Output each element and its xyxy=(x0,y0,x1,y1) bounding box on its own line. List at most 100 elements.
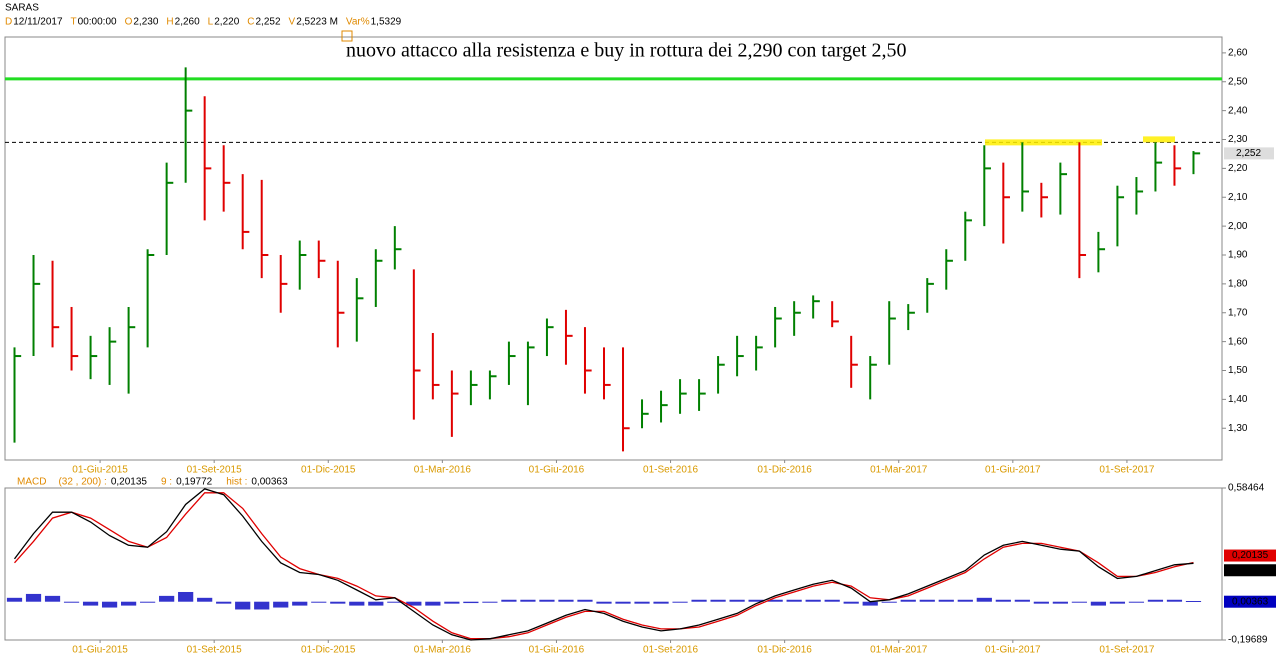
hist-bar xyxy=(482,601,498,603)
x-tick-label: 01-Set-2017 xyxy=(1099,645,1154,656)
hist-bar xyxy=(919,599,935,602)
hist-bar xyxy=(558,599,574,602)
hist-bar xyxy=(292,601,308,606)
macd-title: MACD xyxy=(17,477,46,488)
hist-bar xyxy=(520,599,536,602)
x-tick-label: 01-Dic-2015 xyxy=(301,465,356,476)
y-tick-label: 1,50 xyxy=(1228,365,1248,376)
hist-bar xyxy=(596,601,612,604)
hist-bar xyxy=(101,601,118,608)
hist-bar xyxy=(938,599,954,602)
value-tag xyxy=(1224,595,1276,608)
hist-bar xyxy=(862,601,878,606)
header-key: Var% xyxy=(346,17,370,28)
x-tick-label: 01-Mar-2016 xyxy=(414,645,472,656)
hist-bar xyxy=(6,597,23,602)
header-value: 12/11/2017 xyxy=(13,17,63,28)
last-price-label: 2,252 xyxy=(1236,148,1261,159)
y-tick-label: 1,60 xyxy=(1228,336,1248,347)
hist-bar xyxy=(1128,601,1145,603)
value-tag-label: 0,20135 xyxy=(1232,550,1269,561)
hist-bar xyxy=(444,601,460,604)
price-frame xyxy=(4,36,1223,461)
x-tick-label: 01-Set-2015 xyxy=(187,465,242,476)
x-tick-label: 01-Dic-2016 xyxy=(757,465,812,476)
x-tick-label: 01-Giu-2015 xyxy=(72,465,128,476)
chart-title: SARAS xyxy=(5,3,39,14)
y-tick-label: 1,40 xyxy=(1228,394,1248,405)
y-tick-label: 1,70 xyxy=(1228,307,1248,318)
y-tick-label: 0,58464 xyxy=(1228,483,1265,494)
y-tick-label: 2,20 xyxy=(1228,163,1248,174)
header-value: 2,5223 M xyxy=(296,17,338,28)
header-key: O xyxy=(125,17,133,28)
hist-bar xyxy=(197,597,213,602)
header-value: 2,260 xyxy=(175,17,200,28)
y-tick-label: 1,90 xyxy=(1228,250,1248,261)
hist-bar xyxy=(824,599,840,602)
header-key: T xyxy=(71,17,77,28)
x-tick-label: 01-Set-2016 xyxy=(643,465,698,476)
hist-bar xyxy=(330,601,346,604)
legend-name: hist : xyxy=(226,477,247,488)
y-tick-label: 1,30 xyxy=(1228,423,1248,434)
hist-bar xyxy=(178,591,194,602)
header-key: C xyxy=(247,17,254,28)
legend-name: 9 : xyxy=(161,477,172,488)
legend-value: 0,19772 xyxy=(176,477,213,488)
y-tick-label: 2,60 xyxy=(1228,48,1248,59)
y-tick-label: 2,30 xyxy=(1228,134,1248,145)
x-tick-label: 01-Dic-2016 xyxy=(757,645,812,656)
hist-bar xyxy=(843,601,859,604)
x-tick-label: 01-Set-2017 xyxy=(1099,465,1154,476)
legend-value: 0,20135 xyxy=(111,477,148,488)
x-tick-label: 01-Mar-2016 xyxy=(414,465,472,476)
hist-bar xyxy=(767,599,783,602)
hist-bar xyxy=(235,601,251,610)
hist-bar xyxy=(1109,601,1126,604)
hist-bar xyxy=(710,599,726,602)
legend-name: (32 , 200) : xyxy=(58,477,106,488)
macd-line xyxy=(13,488,1194,641)
header-key: L xyxy=(208,17,214,28)
x-tick-label: 01-Giu-2016 xyxy=(529,465,585,476)
annotation: nuovo attacco alla resistenza e buy in r… xyxy=(346,40,907,62)
hist-bar xyxy=(25,593,42,602)
header-value: 2,252 xyxy=(256,17,281,28)
anchor-box xyxy=(341,30,353,42)
hist-bar xyxy=(311,601,327,603)
header-value: 1,5329 xyxy=(371,17,402,28)
hist-bar xyxy=(615,601,631,604)
hist-bar xyxy=(44,595,61,602)
y-tick-label: 1,80 xyxy=(1228,279,1248,290)
header-value: 00:00:00 xyxy=(78,17,117,28)
legend-value: 0,00363 xyxy=(251,477,288,488)
hist-bar xyxy=(995,599,1011,602)
header-value: 2,230 xyxy=(133,17,158,28)
hist-bar xyxy=(501,599,517,602)
hist-bar xyxy=(120,601,137,606)
value-tag-label: 0,00363 xyxy=(1232,596,1269,607)
hist-bar xyxy=(539,599,555,602)
hist-bar xyxy=(957,599,973,602)
hist-bar xyxy=(653,601,669,604)
hist-bar xyxy=(976,597,992,602)
hist-bar xyxy=(140,601,156,603)
hist-bar xyxy=(273,601,289,608)
hist-bar xyxy=(805,599,821,602)
x-tick-label: 01-Dic-2015 xyxy=(301,645,356,656)
y-tick-label: -0,19689 xyxy=(1228,635,1268,646)
highlight xyxy=(985,139,1102,146)
hist-bar xyxy=(577,599,593,602)
header-key: V xyxy=(289,17,296,28)
header-key: D xyxy=(5,17,12,28)
hist-bar xyxy=(216,601,232,604)
hist-bar xyxy=(881,601,897,603)
hist-bar xyxy=(159,595,175,602)
hist-bar xyxy=(1185,601,1202,603)
x-tick-label: 01-Set-2016 xyxy=(643,645,698,656)
hist-bar xyxy=(1090,601,1107,606)
y-tick-label: 2,50 xyxy=(1228,76,1248,87)
hist-bar xyxy=(1147,599,1164,602)
